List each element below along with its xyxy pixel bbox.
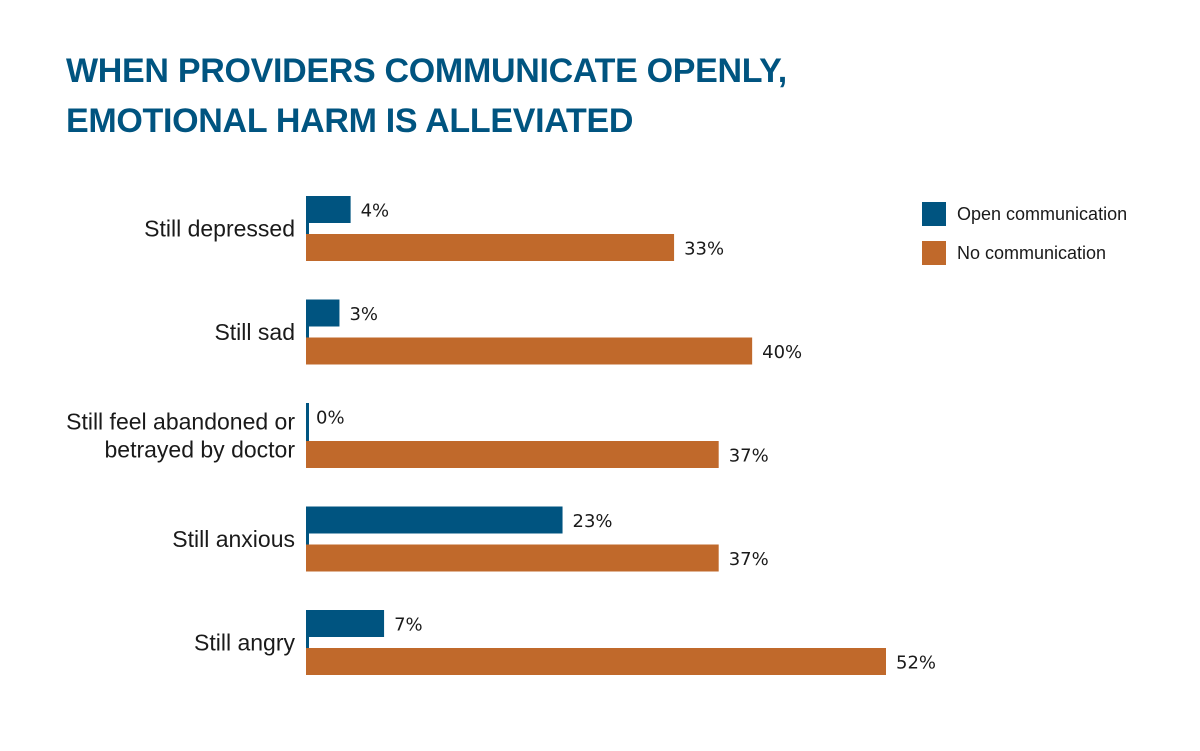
axis-segment [306, 299, 309, 365]
bar-none-still-angry [306, 648, 886, 675]
legend-swatch-open [922, 202, 946, 226]
category-label-still-angry: Still angry [194, 630, 295, 656]
value-label-none-still-anxious: 37% [729, 549, 769, 570]
axis-segment [306, 610, 309, 675]
bar-none-still-sad [306, 337, 753, 365]
value-label-none-still-depressed: 33% [684, 239, 724, 260]
legend-swatch-none [922, 241, 946, 265]
axis-segment [306, 403, 309, 468]
value-label-none-still-sad: 40% [762, 342, 802, 363]
bar-open-still-sad [306, 299, 340, 327]
bar-open-still-anxious [306, 506, 563, 534]
category-label-still-feel-abandoned-or-betrayed-by-doctor: Still feel abandoned or betrayed by docto… [66, 409, 295, 463]
axis-segment [306, 506, 309, 572]
value-label-open-still-feel-abandoned-or-betrayed-by-doctor: 0% [316, 408, 345, 429]
axis-segment [306, 196, 309, 261]
chart-title-line-2: EMOTIONAL HARM IS ALLEVIATED [66, 102, 634, 140]
bar-open-still-depressed [306, 196, 351, 223]
legend-label-open: Open communication [957, 203, 1128, 224]
value-label-open-still-angry: 7% [394, 615, 423, 636]
value-label-none-still-angry: 52% [896, 653, 936, 674]
bar-open-still-angry [306, 610, 385, 637]
value-label-open-still-anxious: 23% [573, 511, 613, 532]
value-label-open-still-depressed: 4% [361, 201, 390, 222]
legend: Open communication No communication [922, 202, 1127, 280]
value-label-open-still-sad: 3% [349, 304, 378, 325]
bar-none-still-feel-abandoned-or-betrayed-by-doctor [306, 441, 719, 468]
legend-item-open: Open communication [922, 202, 1127, 226]
chart-title-line-1: WHEN PROVIDERS COMMUNICATE OPENLY, [66, 52, 787, 90]
legend-label-none: No communication [957, 242, 1107, 263]
legend-item-none: No communication [922, 241, 1127, 265]
category-label-still-depressed: Still depressed [144, 216, 295, 242]
value-label-none-still-feel-abandoned-or-betrayed-by-doctor: 37% [729, 446, 769, 467]
category-label-still-anxious: Still anxious [172, 526, 295, 552]
bar-none-still-depressed [306, 234, 675, 261]
chart-title: WHEN PROVIDERS COMMUNICATE OPENLY, EMOTI… [66, 46, 787, 146]
bar-none-still-anxious [306, 544, 719, 572]
category-label-still-sad: Still sad [214, 319, 295, 345]
